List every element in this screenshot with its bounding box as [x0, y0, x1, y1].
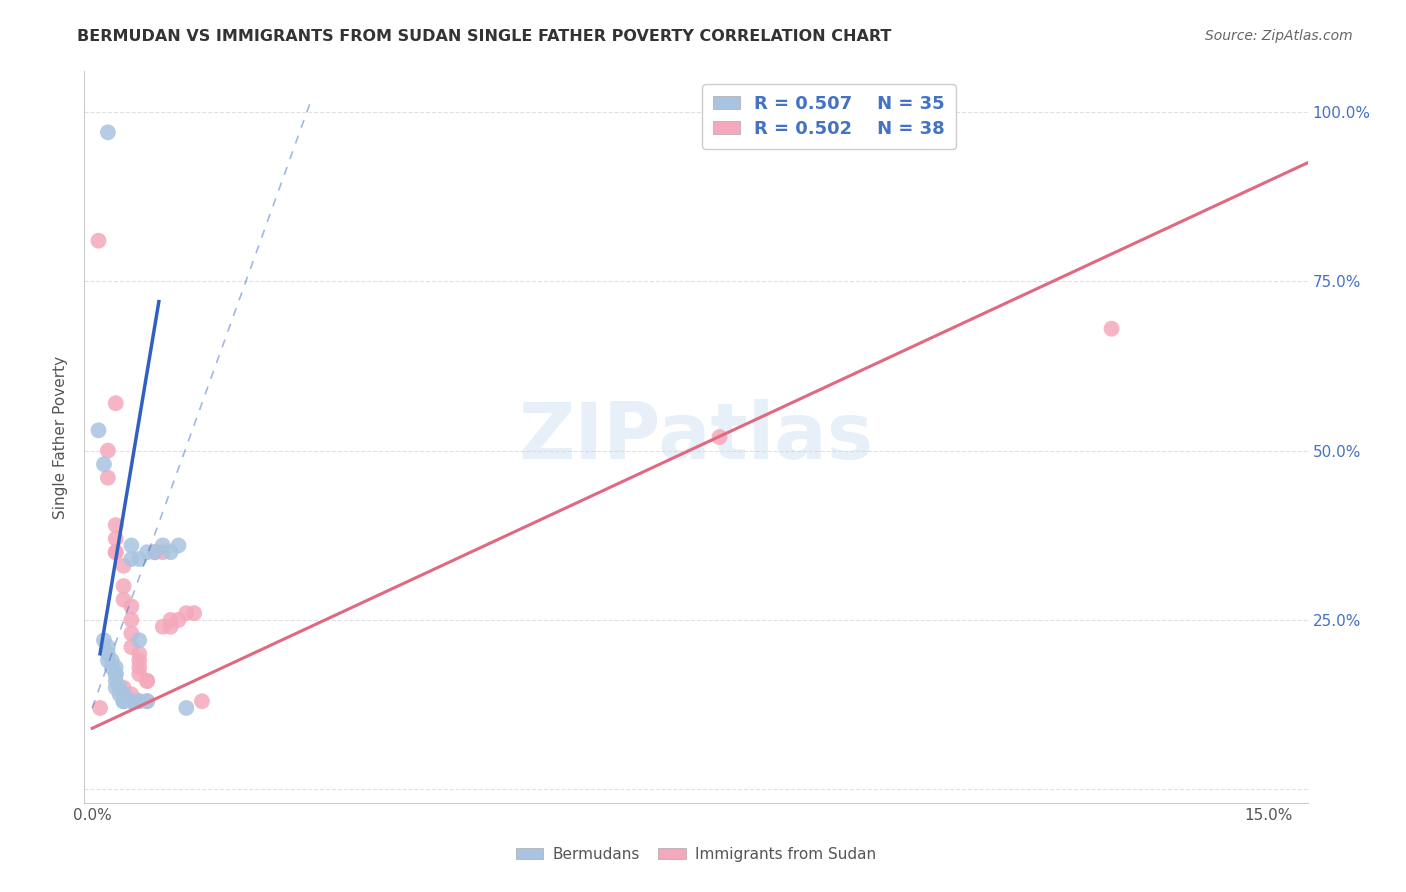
Point: [167, 538, 190, 552]
Point: [709, 430, 731, 444]
Point: [128, 633, 150, 648]
Point: [120, 688, 142, 702]
Point: [112, 688, 135, 702]
Point: [101, 660, 124, 674]
Point: [191, 694, 214, 708]
Point: [101, 654, 124, 668]
Point: [120, 640, 142, 654]
Point: [136, 694, 159, 708]
Point: [159, 620, 181, 634]
Point: [89, 701, 111, 715]
Point: [174, 606, 197, 620]
Point: [152, 620, 174, 634]
Point: [93, 457, 115, 471]
Point: [120, 694, 142, 708]
Point: [183, 606, 205, 620]
Point: [104, 532, 127, 546]
Point: [159, 545, 181, 559]
Point: [104, 660, 127, 674]
Text: BERMUDAN VS IMMIGRANTS FROM SUDAN SINGLE FATHER POVERTY CORRELATION CHART: BERMUDAN VS IMMIGRANTS FROM SUDAN SINGLE…: [77, 29, 891, 45]
Point: [136, 673, 159, 688]
Point: [112, 694, 135, 708]
Point: [97, 443, 120, 458]
Point: [112, 694, 135, 708]
Point: [112, 681, 135, 695]
Point: [104, 545, 127, 559]
Point: [152, 545, 174, 559]
Point: [87, 234, 110, 248]
Point: [136, 673, 159, 688]
Point: [136, 694, 159, 708]
Point: [97, 640, 120, 654]
Point: [93, 633, 115, 648]
Point: [143, 545, 166, 559]
Point: [1101, 322, 1123, 336]
Text: Source: ZipAtlas.com: Source: ZipAtlas.com: [1205, 29, 1353, 44]
Point: [104, 681, 127, 695]
Y-axis label: Single Father Poverty: Single Father Poverty: [53, 356, 69, 518]
Point: [87, 423, 110, 437]
Point: [120, 599, 142, 614]
Point: [104, 396, 127, 410]
Point: [112, 592, 135, 607]
Point: [97, 647, 120, 661]
Point: [120, 552, 142, 566]
Point: [120, 694, 142, 708]
Point: [128, 667, 150, 681]
Point: [108, 688, 131, 702]
Point: [159, 613, 181, 627]
Point: [120, 626, 142, 640]
Point: [97, 471, 120, 485]
Point: [97, 654, 120, 668]
Point: [167, 613, 190, 627]
Point: [112, 558, 135, 573]
Point: [128, 660, 150, 674]
Point: [104, 667, 127, 681]
Point: [128, 552, 150, 566]
Point: [97, 125, 120, 139]
Point: [112, 688, 135, 702]
Point: [152, 538, 174, 552]
Point: [128, 654, 150, 668]
Point: [104, 667, 127, 681]
Point: [128, 694, 150, 708]
Point: [108, 681, 131, 695]
Point: [143, 545, 166, 559]
Point: [120, 613, 142, 627]
Point: [128, 647, 150, 661]
Point: [136, 545, 159, 559]
Legend: Bermudans, Immigrants from Sudan: Bermudans, Immigrants from Sudan: [510, 841, 882, 868]
Point: [112, 694, 135, 708]
Point: [112, 579, 135, 593]
Point: [104, 673, 127, 688]
Point: [174, 701, 197, 715]
Point: [143, 545, 166, 559]
Text: ZIPatlas: ZIPatlas: [519, 399, 873, 475]
Point: [104, 545, 127, 559]
Point: [104, 518, 127, 533]
Point: [128, 694, 150, 708]
Point: [120, 538, 142, 552]
